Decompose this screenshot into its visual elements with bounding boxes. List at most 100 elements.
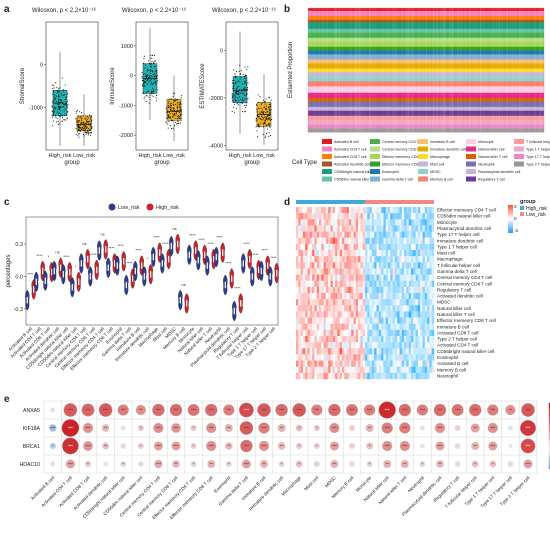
heatmap-cell [312,323,315,331]
jitter-point [83,128,85,130]
heatmap-cell [371,342,375,349]
significance-label: *** [209,426,214,431]
jitter-point [51,117,54,119]
heatmap-cell [406,336,409,343]
heatmap-cell [392,366,396,374]
jitter-point [51,110,53,112]
significance-label: ** [333,462,337,467]
heatmap-cell [381,274,384,281]
heatmap-cell [307,207,310,214]
jitter-point [78,133,80,135]
heatmap-cell [422,311,425,318]
heatmap-cell [309,311,313,318]
jitter-point [166,117,168,119]
heatmap-cell [328,336,331,343]
jitter-point [175,111,177,113]
heatmap-cell [360,299,363,306]
jitter-point [264,106,266,108]
heatmap-cell [385,372,389,380]
jitter-point [257,136,259,138]
jitter-point [166,106,168,108]
heatmap-cell [383,262,386,269]
heatmap-cell [298,372,301,380]
heatmap-cell [427,231,430,238]
legend-swatch [466,139,476,144]
jitter-point [76,124,78,126]
heatmap-cell [431,231,435,238]
heatmap-cell [323,342,327,349]
heatmap-cell [314,372,317,380]
heatmap-cell [316,250,320,257]
heatmap-cell [417,366,421,374]
heatmap-cell [385,219,389,226]
heatmap-cell [325,274,329,281]
heatmap-cell [337,213,340,220]
heatmap-cell [415,342,419,349]
jitter-point [151,75,153,77]
violin-inner-box [231,275,233,282]
heatmap-cell [305,256,308,263]
heatmap-cell [392,354,396,361]
heatmap-cell [383,323,386,331]
jitter-point [269,127,271,129]
heatmap-cell [325,317,329,324]
jitter-point [54,114,56,116]
heatmap-cell [351,336,354,343]
violin-inner-box [80,260,82,267]
jitter-point [75,112,77,114]
heatmap-cell [427,299,430,306]
jitter-point [169,109,172,111]
heatmap-cell [365,348,368,355]
heatmap-cell [422,274,425,281]
heatmap-cell [378,243,382,251]
heatmap-cell [344,317,347,324]
jitter-point [66,117,68,119]
band-activated-dendritic-cell [308,19,544,23]
heatmap-cell [399,299,402,306]
heatmap-cell [323,262,327,269]
legend-swatch [466,161,476,167]
heatmap-cell [383,256,386,263]
heatmap-cell [374,293,377,300]
jitter-point [258,101,260,103]
heatmap-cell [388,280,391,288]
jitter-point [58,103,60,105]
jitter-point [81,119,83,121]
color-scale [508,205,513,233]
heatmap-cell [388,207,391,214]
heatmap-cell [427,262,430,269]
heatmap-cell [351,268,354,275]
heatmap-row-label: Immature dendritic cell [437,238,483,243]
heatmap-cell [312,280,315,288]
heatmap-cell [374,207,377,214]
jitter-point [269,123,271,125]
jitter-point [260,104,262,106]
jitter-point [150,71,152,73]
heatmap-cell [415,262,419,269]
significance-label: * [147,256,149,261]
heatmap-cell [374,213,377,220]
jitter-point [260,116,262,118]
legend-swatch [370,161,380,167]
heatmap-cell [378,354,382,361]
heatmap-cell [307,311,310,318]
heatmap-cell [408,372,412,380]
heatmap-cell [307,329,310,337]
heatmap-cell [392,250,396,257]
jitter-point [180,97,182,99]
jitter-point [144,85,146,87]
heatmap-cell [413,323,416,331]
heatmap-row-label: Effector memeory CD8 T cell [437,318,496,323]
heatmap-cell [413,293,416,300]
jitter-point [149,72,151,75]
heatmap-cell [323,237,327,245]
jitter-point [154,60,156,62]
heatmap-cell [323,317,327,324]
correlation-dot [455,461,461,467]
heatmap-cell [388,317,391,324]
heatmap-row-label: Immature B cell [437,324,469,329]
correlation-dot [238,402,254,418]
heatmap-cell [351,237,354,245]
heatmap-cell [342,237,345,245]
jitter-point [52,114,54,116]
